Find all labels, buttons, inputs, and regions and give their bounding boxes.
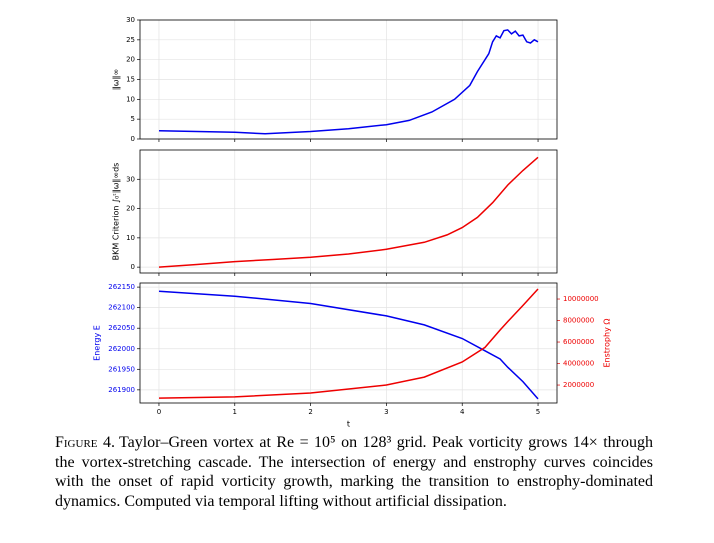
series-line <box>158 288 539 399</box>
y-tick-label: 262000 <box>108 345 135 353</box>
y-axis-label: BKM Criterion ∫₀ᵗ‖ω‖∞ds <box>112 163 121 261</box>
x-tick-label: 1 <box>233 408 237 416</box>
x-tick-label: 2 <box>308 408 312 416</box>
y-tick-label: 10 <box>126 95 135 103</box>
y-axis-label: ‖ω‖∞ <box>112 69 121 90</box>
y-tick-label: 20 <box>126 56 135 64</box>
series-line <box>158 290 539 400</box>
x-tick-label: 3 <box>384 408 388 416</box>
y2-tick-label: 6000000 <box>563 338 594 346</box>
y2-tick-label: 4000000 <box>563 360 594 368</box>
series-line <box>158 29 539 135</box>
y-tick-label: 30 <box>126 16 135 24</box>
y-tick-label: 0 <box>131 263 135 271</box>
caption-label: Figure 4. <box>55 434 115 451</box>
plot-frame <box>139 149 558 274</box>
y-tick-label: 15 <box>126 76 135 84</box>
series-line <box>158 156 539 268</box>
y-tick-label: 262100 <box>108 304 135 312</box>
y-axis-label: Energy E <box>93 325 102 361</box>
y-tick-label: 261900 <box>108 386 135 394</box>
y-tick-label: 0 <box>131 135 135 143</box>
caption-text: Taylor–Green vortex at Re = 10⁵ on 128³ … <box>55 434 654 510</box>
x-tick-label: 4 <box>460 408 465 416</box>
y-tick-label: 262050 <box>108 324 135 332</box>
y-tick-label: 262150 <box>108 283 135 291</box>
x-tick-label: 0 <box>157 408 161 416</box>
y2-axis-label: Enstrophy Ω <box>603 319 612 368</box>
y-tick-label: 25 <box>126 36 135 44</box>
y-tick-label: 20 <box>126 205 135 213</box>
y-tick-label: 5 <box>131 115 135 123</box>
y-tick-label: 30 <box>126 175 135 183</box>
y2-tick-label: 8000000 <box>563 317 594 325</box>
x-tick-label: 5 <box>536 408 540 416</box>
y-tick-label: 10 <box>126 234 135 242</box>
plot-frame <box>139 282 558 404</box>
y-tick-label: 261950 <box>108 365 135 373</box>
x-axis-label: t <box>347 420 350 429</box>
caption: Figure 4. Taylor–Green vortex at Re = 10⁵… <box>55 433 653 511</box>
plot-frame <box>139 19 558 140</box>
y2-tick-label: 10000000 <box>563 295 599 303</box>
y2-tick-label: 2000000 <box>563 381 594 389</box>
